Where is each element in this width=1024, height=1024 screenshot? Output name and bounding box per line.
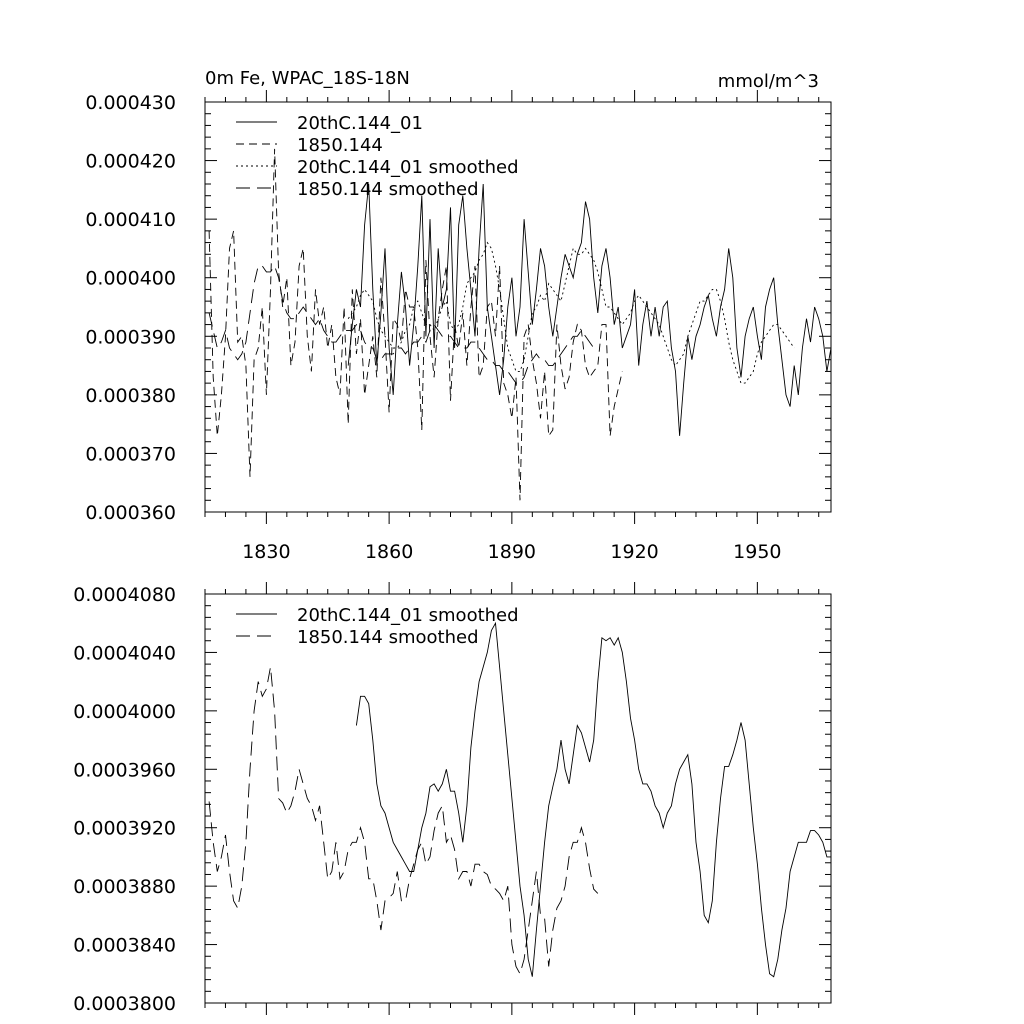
y-tick-label: 0.0004040 bbox=[73, 642, 176, 664]
legend-label: 20thC.144_01 smoothed bbox=[297, 605, 519, 626]
x-tick-label: 1920 bbox=[610, 541, 658, 563]
series-line-1850-144-smoothed bbox=[208, 666, 599, 975]
units-label: mmol/m^3 bbox=[718, 71, 819, 92]
series-line-1850-144-smoothed bbox=[208, 265, 598, 384]
legend-label: 1850.144 smoothed bbox=[297, 179, 479, 200]
panel-title: 0m Fe, WPAC_18S-18N bbox=[205, 68, 410, 89]
series-line-1850-144 bbox=[208, 148, 623, 501]
y-tick-label: 0.000370 bbox=[85, 443, 176, 465]
plot-frame bbox=[204, 593, 832, 1004]
series-line-20thc-144-01-smoothed bbox=[347, 241, 795, 384]
y-tick-label: 0.0003920 bbox=[73, 818, 176, 840]
y-tick-label: 0.0003840 bbox=[73, 935, 176, 957]
y-tick-label: 0.000360 bbox=[85, 502, 176, 524]
y-tick-label: 0.000420 bbox=[85, 151, 176, 173]
x-tick-label: 1890 bbox=[488, 541, 536, 563]
y-tick-label: 0.0004000 bbox=[73, 701, 176, 723]
y-tick-label: 0.0003800 bbox=[73, 993, 176, 1015]
y-tick-label: 0.000430 bbox=[85, 92, 176, 114]
series-line-20thc-144-01 bbox=[347, 183, 831, 436]
y-tick-label: 0.000390 bbox=[85, 326, 176, 348]
x-tick-label: 1950 bbox=[733, 541, 781, 563]
x-tick-label: 1860 bbox=[365, 541, 413, 563]
series-line-20thc-144-01-smoothed bbox=[355, 621, 831, 978]
top-panel: 0m Fe, WPAC_18S-18N mmol/m^3 0.000360 0.0… bbox=[85, 68, 832, 563]
y-tick-label: 0.0003960 bbox=[73, 759, 176, 781]
legend-label: 1850.144 smoothed bbox=[297, 627, 479, 648]
y-tick-label: 0.0004080 bbox=[73, 584, 176, 606]
y-tick-label: 0.000400 bbox=[85, 268, 176, 290]
legend-label: 20thC.144_01 bbox=[297, 113, 423, 134]
legend-label: 20thC.144_01 smoothed bbox=[297, 157, 519, 178]
bottom-panel: 0.0003800 0.0003840 0.0003880 0.0003920 0.00… bbox=[73, 582, 832, 1015]
y-tick-label: 0.000410 bbox=[85, 209, 176, 231]
y-tick-label: 0.0003880 bbox=[73, 876, 176, 898]
y-tick-label: 0.000380 bbox=[85, 385, 176, 407]
legend-label: 1850.144 bbox=[297, 135, 383, 156]
x-tick-label: 1830 bbox=[242, 541, 290, 563]
plot-frame bbox=[204, 101, 832, 513]
